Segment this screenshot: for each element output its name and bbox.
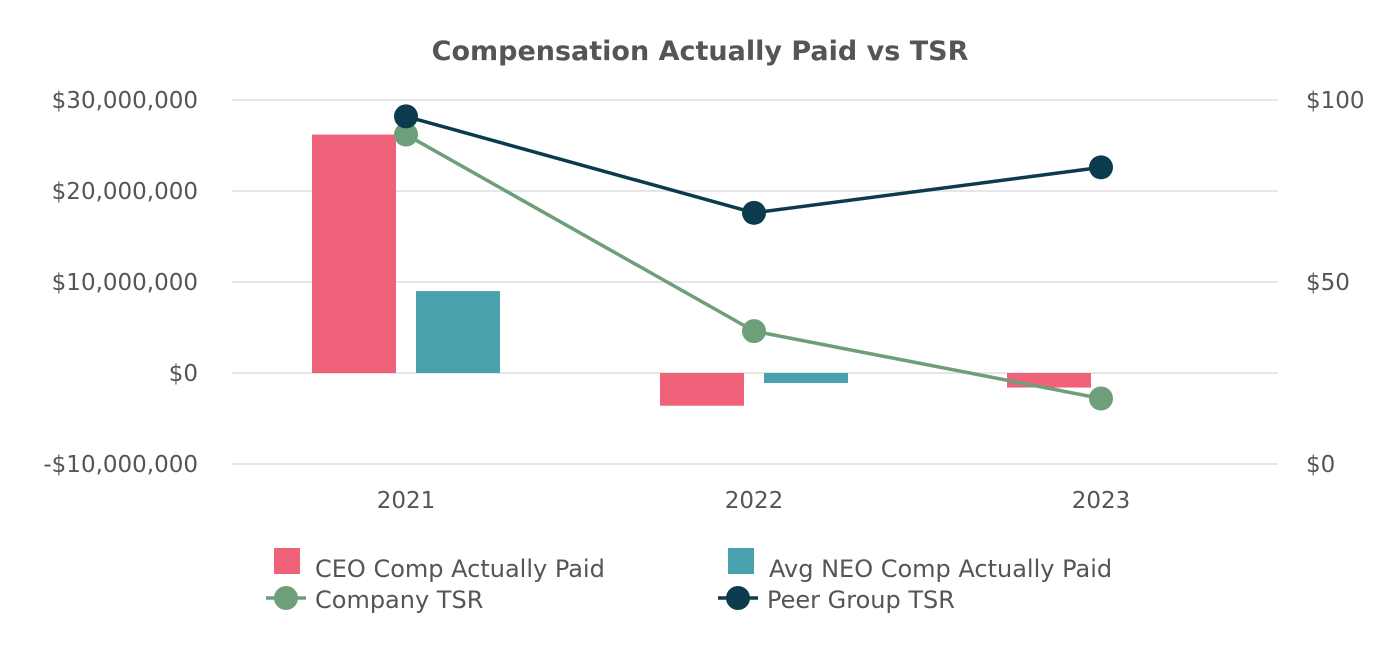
lines bbox=[394, 104, 1113, 411]
legend-item: Company TSR bbox=[266, 586, 483, 614]
legend-item: CEO Comp Actually Paid bbox=[274, 548, 605, 583]
legend-marker bbox=[726, 586, 750, 610]
data-point bbox=[1089, 386, 1113, 411]
legend-item: Avg NEO Comp Actually Paid bbox=[728, 548, 1112, 583]
legend-label: Peer Group TSR bbox=[767, 586, 955, 614]
legend-item: Peer Group TSR bbox=[718, 586, 955, 614]
series-line bbox=[405, 114, 1102, 215]
y-left-tick-label: $10,000,000 bbox=[52, 270, 198, 296]
gridlines bbox=[232, 99, 1278, 465]
data-point bbox=[742, 319, 766, 344]
bar bbox=[660, 373, 744, 406]
legend-label: Avg NEO Comp Actually Paid bbox=[769, 555, 1112, 583]
data-point bbox=[394, 122, 418, 147]
y-right-tick-label: $0 bbox=[1306, 452, 1335, 478]
bar bbox=[1007, 373, 1091, 388]
data-point bbox=[1089, 155, 1113, 180]
legend-marker bbox=[274, 586, 298, 610]
bar bbox=[764, 373, 848, 384]
legend-label: CEO Comp Actually Paid bbox=[315, 555, 605, 583]
chart-title: Compensation Actually Paid vs TSR bbox=[432, 36, 969, 67]
series-line bbox=[405, 133, 1102, 401]
data-point bbox=[742, 200, 766, 225]
x-axis: 2021 2022 2023 bbox=[377, 488, 1131, 514]
y-right-tick-label: $50 bbox=[1306, 270, 1350, 296]
legend-swatch bbox=[274, 548, 300, 574]
left-axis: $30,000,000 $20,000,000 $10,000,000 $0 -$10,… bbox=[43, 88, 198, 478]
x-tick-label: 2021 bbox=[377, 488, 436, 514]
bar bbox=[416, 291, 500, 373]
x-tick-label: 2022 bbox=[725, 488, 784, 514]
x-tick-label: 2023 bbox=[1072, 488, 1131, 514]
y-right-tick-label: $100 bbox=[1306, 88, 1365, 114]
bar bbox=[312, 134, 396, 373]
right-axis: $100 $50 $0 bbox=[1306, 88, 1365, 478]
y-left-tick-label: -$10,000,000 bbox=[43, 452, 198, 478]
y-left-tick-label: $0 bbox=[169, 361, 198, 387]
y-left-tick-label: $30,000,000 bbox=[52, 88, 198, 114]
legend-label: Company TSR bbox=[315, 586, 483, 614]
data-point bbox=[394, 104, 418, 129]
y-left-tick-label: $20,000,000 bbox=[52, 179, 198, 205]
legend: CEO Comp Actually Paid Avg NEO Comp Actua… bbox=[266, 548, 1112, 614]
bars bbox=[312, 134, 1091, 406]
legend-swatch bbox=[728, 548, 754, 574]
